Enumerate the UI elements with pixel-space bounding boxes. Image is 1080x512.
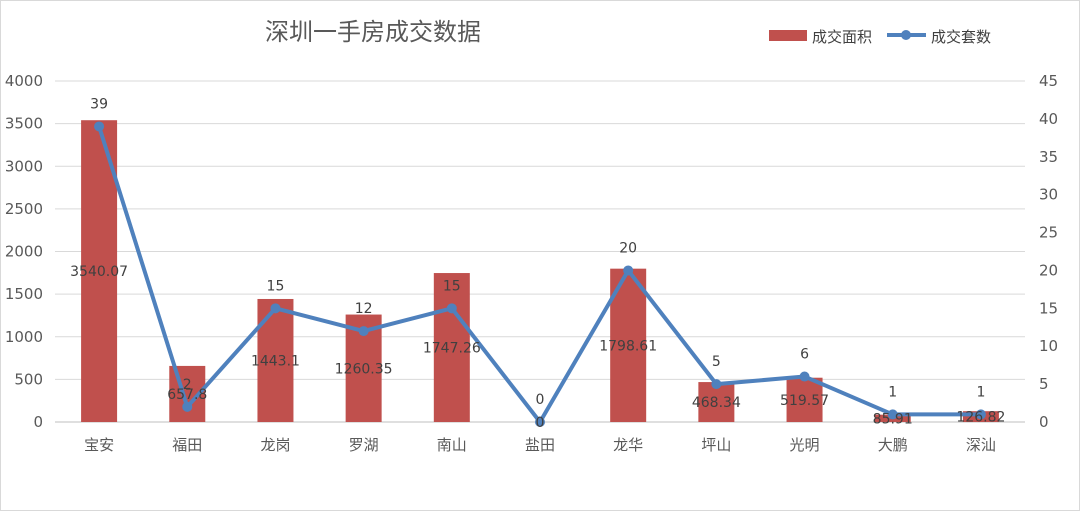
line-point <box>711 379 722 390</box>
line-point <box>182 401 193 412</box>
line-point <box>623 265 634 276</box>
line-data-label: 12 <box>355 301 373 317</box>
legend-bar-label: 成交面积 <box>812 28 872 46</box>
y-left-tick-label: 2000 <box>5 243 43 261</box>
x-tick-label: 龙华 <box>613 436 643 454</box>
y-right-tick-label: 5 <box>1039 375 1049 393</box>
legend-line-marker <box>901 30 911 40</box>
series-line <box>97 124 983 424</box>
y-left-tick-label: 0 <box>33 413 43 431</box>
bar-data-label: 1798.61 <box>599 338 657 354</box>
data-labels: 3540.07 657.8 1443.1 1260.35 1747.26 0 1798.61… <box>70 96 1005 431</box>
x-tick-label: 深汕 <box>966 436 996 454</box>
y-right-axis: 0 5 10 15 20 25 30 35 40 45 <box>1039 72 1058 431</box>
line-point <box>446 303 457 314</box>
x-tick-label: 龙岗 <box>260 436 290 454</box>
y-left-axis: 0 500 1000 1500 2000 2500 3000 3500 4000 <box>5 72 43 431</box>
y-right-tick-label: 35 <box>1039 148 1058 166</box>
bar <box>786 377 823 422</box>
line-data-label: 6 <box>800 347 809 363</box>
line-series <box>94 121 986 427</box>
line-point <box>358 326 369 337</box>
y-right-tick-label: 25 <box>1039 224 1058 242</box>
y-right-tick-label: 30 <box>1039 186 1058 204</box>
line-data-label: 0 <box>536 392 545 408</box>
x-tick-label: 宝安 <box>84 436 114 454</box>
line-data-label: 15 <box>443 278 461 294</box>
bar-data-label: 3540.07 <box>70 264 128 280</box>
line-point <box>975 409 986 420</box>
line-data-label: 2 <box>183 377 192 393</box>
y-left-tick-label: 1000 <box>5 328 43 346</box>
legend: 成交面积 成交套数 <box>769 28 991 46</box>
bar-data-label: 1443.1 <box>251 353 300 369</box>
bar-data-label: 1260.35 <box>335 361 393 377</box>
y-right-tick-label: 0 <box>1039 413 1049 431</box>
bar <box>433 273 470 422</box>
bar-data-label: 519.57 <box>780 393 829 409</box>
bar-data-label: 468.34 <box>692 395 741 411</box>
gridlines <box>55 80 1025 423</box>
line-data-label: 20 <box>619 240 637 256</box>
x-tick-label: 南山 <box>437 436 467 454</box>
x-tick-label: 光明 <box>790 436 820 454</box>
x-tick-label: 罗湖 <box>349 436 379 454</box>
line-point <box>94 121 105 132</box>
y-right-tick-label: 40 <box>1039 110 1058 128</box>
x-tick-label: 大鹏 <box>878 436 908 454</box>
y-left-tick-label: 1500 <box>5 285 43 303</box>
line-data-label: 1 <box>888 384 897 400</box>
y-left-tick-label: 3000 <box>5 157 43 175</box>
y-right-tick-label: 45 <box>1039 72 1058 90</box>
line-point <box>270 303 281 314</box>
x-axis: 宝安 福田 龙岗 罗湖 南山 盐田 龙华 坪山 光明 大鹏 深汕 <box>84 436 996 454</box>
chart-title: 深圳一手房成交数据 <box>265 18 481 46</box>
x-tick-label: 坪山 <box>701 436 731 454</box>
line-point <box>799 371 810 382</box>
y-right-tick-label: 20 <box>1039 261 1058 279</box>
y-right-tick-label: 10 <box>1039 337 1058 355</box>
line-point <box>887 409 898 420</box>
y-left-tick-label: 4000 <box>5 72 43 90</box>
bar-data-label: 1747.26 <box>423 341 481 357</box>
line-data-label: 1 <box>976 384 985 400</box>
legend-line-label: 成交套数 <box>931 28 991 46</box>
y-right-tick-label: 15 <box>1039 299 1058 317</box>
y-left-tick-label: 2500 <box>5 200 43 218</box>
line-point <box>535 417 545 427</box>
x-tick-label: 福田 <box>172 436 202 454</box>
bar-data-label: 657.8 <box>167 387 207 403</box>
bar-data-label: 85.91 <box>873 411 913 427</box>
line-data-label: 39 <box>90 96 108 112</box>
line-data-label: 5 <box>712 354 721 370</box>
line-data-label: 15 <box>267 278 285 294</box>
x-tick-label: 盐田 <box>525 436 555 454</box>
legend-bar-swatch <box>769 30 807 41</box>
bar-data-label: 126.82 <box>956 410 1005 426</box>
bar-data-label: 0 <box>536 415 545 431</box>
y-left-tick-label: 3500 <box>5 115 43 133</box>
bar-series <box>81 120 999 422</box>
y-left-tick-label: 500 <box>14 370 43 388</box>
